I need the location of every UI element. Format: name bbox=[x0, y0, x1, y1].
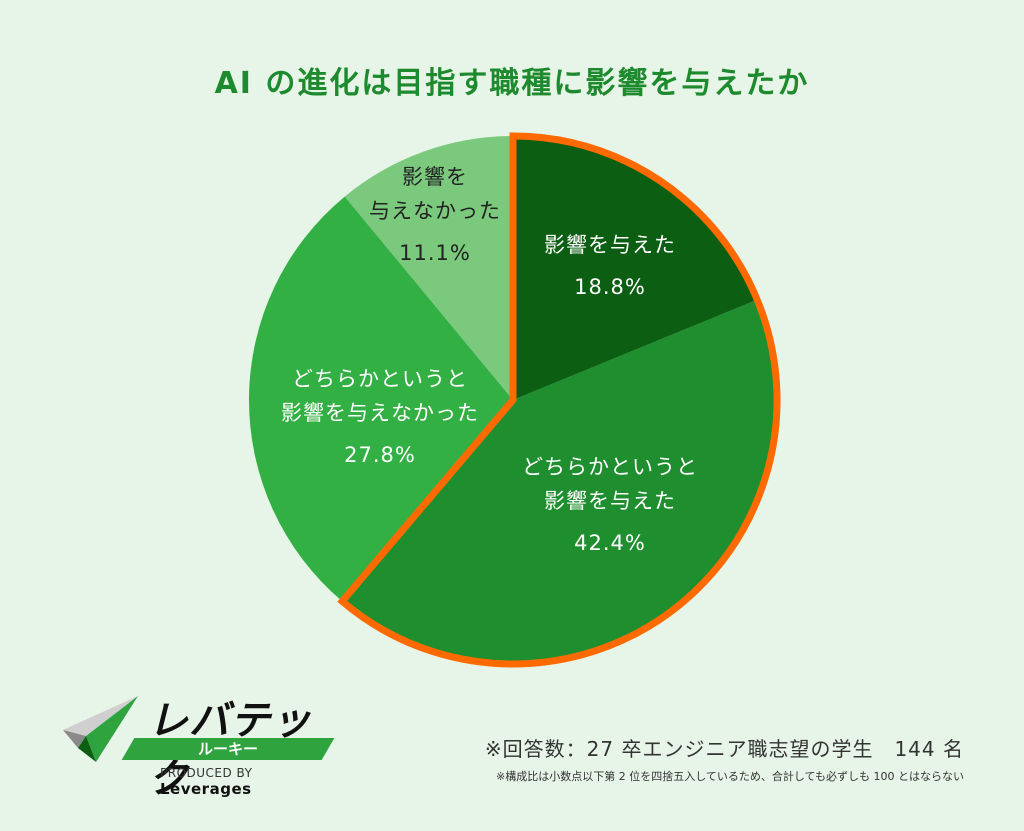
label-somewhat-did-not-affect-line1: どちらかというと bbox=[292, 367, 468, 391]
logo-name: レバテック bbox=[148, 698, 312, 802]
label-somewhat-did-not-affect-pct: 27.8% bbox=[344, 443, 416, 467]
label-somewhat-did-not-affect-line2: 影響を与えなかった bbox=[281, 401, 479, 425]
label-affected-text: 影響を与えた bbox=[544, 233, 676, 257]
rounding-note: ※構成比は小数点以下第 2 位を四捨五入しているため、合計しても必ずしも 100… bbox=[496, 770, 964, 783]
slice-somewhat-affected bbox=[342, 299, 777, 664]
label-somewhat-affected-pct: 42.4% bbox=[574, 531, 646, 555]
slice-affected bbox=[513, 136, 758, 400]
logo-mark-icon bbox=[63, 696, 138, 762]
slice-somewhat-did-not-affect bbox=[249, 196, 513, 602]
label-somewhat-affected: どちらかというと 影響を与えた 42.4% bbox=[500, 450, 720, 560]
respondents-note: ※回答数：27 卒エンジニア職志望の学生 144 名 bbox=[484, 737, 964, 761]
label-affected-pct: 18.8% bbox=[574, 275, 646, 299]
levtech-rookie-logo: レバテック ルーキー PRODUCED BY Leverages bbox=[58, 688, 338, 802]
logo-sub: ルーキー bbox=[197, 740, 258, 758]
label-did-not-affect-line1: 影響を bbox=[402, 165, 468, 189]
label-did-not-affect-pct: 11.1% bbox=[399, 241, 471, 265]
highlight-border bbox=[337, 132, 781, 668]
logo-produced-by: PRODUCED BY Leverages bbox=[160, 766, 338, 798]
label-somewhat-affected-line2: 影響を与えた bbox=[544, 489, 676, 513]
label-somewhat-affected-line1: どちらかというと bbox=[522, 455, 698, 479]
chart-title: AI の進化は目指す職種に影響を与えたか bbox=[214, 66, 810, 101]
produced-by-text: PRODUCED BY bbox=[160, 766, 253, 780]
label-affected: 影響を与えた 18.8% bbox=[520, 228, 700, 304]
label-did-not-affect-line2: 与えなかった bbox=[369, 199, 501, 223]
slice-did-not-affect bbox=[344, 136, 513, 400]
company-name: Leverages bbox=[160, 780, 252, 798]
label-did-not-affect: 影響を 与えなかった 11.1% bbox=[350, 160, 520, 270]
label-somewhat-did-not-affect: どちらかというと 影響を与えなかった 27.8% bbox=[245, 362, 515, 472]
